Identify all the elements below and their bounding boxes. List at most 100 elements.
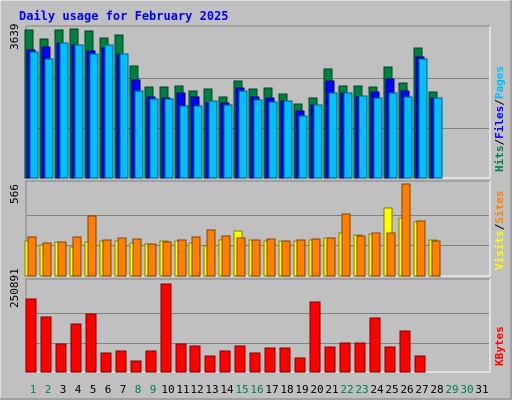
bar-kbytes-day-3 [55, 343, 67, 373]
bar-kbytes-day-1 [25, 298, 37, 373]
x-tick-label-day-29: 29 [445, 383, 458, 396]
x-tick-label-day-1: 1 [30, 383, 37, 396]
bar-sites-day-15 [236, 237, 246, 277]
hits-ymax-label: 3639 [8, 24, 21, 51]
bar-pages-day-26 [403, 96, 413, 179]
bar-pages-day-23 [358, 95, 368, 179]
x-tick-label-day-30: 30 [460, 383, 473, 396]
bar-sites-day-13 [206, 229, 216, 277]
kbytes-legend: KBytes [493, 326, 506, 366]
x-tick-label-day-18: 18 [280, 383, 293, 396]
x-tick-label-day-4: 4 [75, 383, 82, 396]
bar-kbytes-day-21 [324, 346, 336, 373]
legend-files: Files [493, 106, 506, 139]
bar-pages-day-28 [433, 97, 443, 179]
bar-pages-day-11 [179, 105, 189, 179]
bar-kbytes-day-9 [145, 350, 157, 373]
bar-sites-day-11 [177, 239, 187, 277]
bar-pages-day-14 [223, 104, 233, 179]
bar-pages-day-17 [268, 101, 278, 179]
bar-sites-day-19 [296, 239, 306, 277]
legend-hits: Hits [493, 146, 506, 173]
x-tick-label-day-24: 24 [370, 383, 384, 396]
bar-pages-day-20 [313, 104, 323, 179]
x-tick-label-day-28: 28 [430, 383, 443, 396]
bar-pages-day-24 [373, 97, 383, 179]
x-tick-label-day-6: 6 [105, 383, 112, 396]
x-tick-label-day-15: 15 [235, 383, 248, 396]
x-tick-label-day-9: 9 [150, 383, 157, 396]
x-tick-label-day-8: 8 [135, 383, 142, 396]
hits-series-pages [29, 42, 443, 179]
bar-kbytes-day-4 [70, 323, 82, 373]
bar-sites-day-10 [162, 241, 172, 277]
bar-sites-day-6 [102, 239, 112, 277]
x-tick-label-day-21: 21 [325, 383, 338, 396]
bar-pages-day-3 [59, 42, 69, 179]
bar-sites-day-28 [431, 240, 441, 277]
bar-pages-day-2 [44, 58, 54, 179]
bar-kbytes-day-23 [354, 342, 366, 373]
visits-series-sites [27, 183, 441, 277]
bar-pages-day-22 [343, 92, 353, 179]
bar-kbytes-day-10 [160, 283, 172, 373]
bar-pages-day-18 [283, 100, 293, 179]
legend-separator: / [493, 99, 506, 106]
bar-sites-day-7 [117, 237, 127, 277]
x-tick-label-day-10: 10 [161, 383, 174, 396]
bar-sites-day-4 [72, 236, 82, 277]
bar-sites-day-21 [326, 237, 336, 277]
visits-legend: Visits/Sites [493, 191, 506, 271]
x-tick-label-day-20: 20 [310, 383, 323, 396]
bar-sites-day-5 [87, 215, 97, 277]
chart-title: Daily usage for February 2025 [19, 9, 229, 23]
bar-kbytes-day-20 [309, 301, 321, 373]
bar-sites-day-16 [251, 239, 261, 277]
hits-panel: 3639 Hits/Files/Pages [8, 24, 506, 179]
bar-sites-day-25 [386, 232, 396, 277]
chart-panels: 3639 Hits/Files/Pages 566 Visits/Sites 25089… [8, 24, 506, 373]
bar-kbytes-day-27 [414, 355, 426, 373]
x-tick-label-day-11: 11 [176, 383, 189, 396]
bar-sites-day-8 [132, 238, 142, 277]
bar-kbytes-day-17 [264, 347, 276, 373]
bar-kbytes-day-26 [399, 330, 411, 373]
bar-pages-day-27 [418, 58, 428, 179]
legend-separator: / [493, 139, 506, 146]
bar-sites-day-23 [356, 235, 366, 277]
x-tick-label-day-14: 14 [220, 383, 234, 396]
bar-sites-day-14 [221, 235, 231, 277]
x-tick-label-day-5: 5 [90, 383, 97, 396]
bar-sites-day-1 [27, 236, 37, 277]
bar-kbytes-day-16 [249, 352, 261, 373]
bar-kbytes-day-7 [115, 350, 127, 373]
bar-kbytes-day-6 [100, 352, 112, 373]
x-tick-label-day-7: 7 [120, 383, 127, 396]
bar-pages-day-25 [388, 92, 398, 179]
bar-pages-day-12 [193, 105, 203, 179]
bar-sites-day-3 [57, 241, 67, 277]
bar-kbytes-day-22 [339, 342, 351, 373]
x-tick-label-day-26: 26 [400, 383, 413, 396]
legend-sites: Sites [493, 191, 506, 224]
x-tick-label-day-27: 27 [415, 383, 428, 396]
bar-kbytes-day-11 [175, 343, 187, 373]
bar-pages-day-13 [208, 100, 218, 179]
bar-sites-day-20 [311, 238, 321, 277]
x-tick-label-day-12: 12 [190, 383, 203, 396]
kbytes-ymax-label: 250891 [8, 268, 21, 308]
bar-sites-day-2 [42, 242, 52, 277]
bar-pages-day-16 [253, 99, 263, 179]
bar-pages-day-7 [119, 53, 129, 179]
bar-sites-day-22 [341, 213, 351, 277]
hits-legend: Hits/Files/Pages [493, 66, 506, 172]
bar-pages-day-1 [29, 51, 39, 179]
bar-pages-day-4 [74, 44, 84, 179]
visits-ymax-label: 566 [8, 184, 21, 204]
x-tick-label-day-22: 22 [340, 383, 353, 396]
bar-pages-day-15 [238, 90, 248, 179]
bar-pages-day-19 [298, 115, 308, 179]
bar-kbytes-day-18 [279, 347, 291, 373]
bar-kbytes-day-2 [40, 316, 52, 373]
